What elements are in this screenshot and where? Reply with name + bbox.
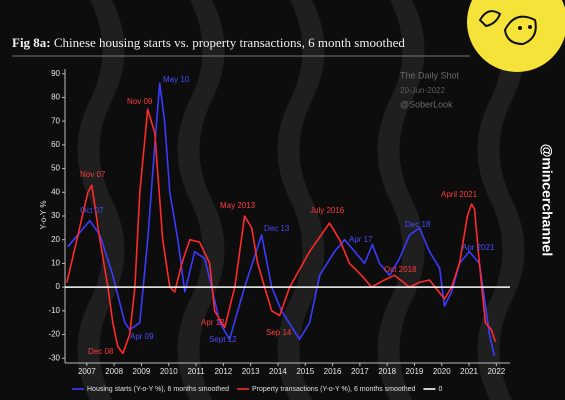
- x-tick-label: 2007: [78, 367, 96, 376]
- y-tick-label: 10: [51, 259, 60, 268]
- x-tick-label: 2008: [105, 367, 123, 376]
- chart-title: Fig 8a: Chinese housing starts vs. prope…: [12, 35, 405, 50]
- watermark: @SoberLook: [400, 99, 453, 109]
- x-tick-label: 2015: [296, 367, 314, 376]
- y-tick-label: -20: [48, 330, 60, 339]
- x-tick-label: 2014: [269, 367, 287, 376]
- y-tick-label: 0: [56, 282, 61, 291]
- wave-stripes: [77, 0, 525, 400]
- x-tick-label: 2009: [133, 367, 151, 376]
- annotation: Apr 17: [349, 235, 373, 244]
- x-tick-label: 2017: [351, 367, 369, 376]
- annotation: Sept 12: [209, 335, 237, 344]
- legend-label: Property transactions (Y-o-Y %), 6 month…: [252, 386, 416, 393]
- x-tick-label: 2019: [406, 367, 424, 376]
- y-tick-label: -30: [48, 353, 60, 362]
- x-tick-label: 2013: [242, 367, 260, 376]
- y-tick-label: 60: [51, 140, 60, 149]
- annotation: Oct 2018: [384, 265, 417, 274]
- annotation: July 2016: [310, 206, 345, 215]
- y-tick-label: 90: [51, 69, 60, 78]
- legend-label: Housing starts (Y-o-Y %), 6 months smoot…: [87, 386, 229, 393]
- x-tick-label: 2016: [324, 367, 342, 376]
- annotation: Dec 13: [264, 224, 290, 233]
- x-tick-label: 2022: [487, 367, 505, 376]
- y-tick-label: 30: [51, 211, 60, 220]
- annotation: Dec 18: [405, 220, 431, 229]
- annotation: May 2013: [220, 201, 256, 210]
- x-tick-label: 2021: [460, 367, 478, 376]
- title-prefix: Fig 8a:: [12, 35, 51, 50]
- watermark: The Daily Shot: [400, 70, 460, 80]
- y-tick-label: 40: [51, 187, 60, 196]
- annotation: Apr 2021: [462, 243, 495, 252]
- x-tick-label: 2011: [187, 367, 205, 376]
- y-tick-label: 70: [51, 116, 60, 125]
- series-line: [66, 108, 497, 355]
- annotation: Apr 09: [130, 332, 154, 341]
- x-tick-label: 2010: [160, 367, 178, 376]
- annotation: Nov 07: [80, 170, 106, 179]
- x-tick-label: 2012: [214, 367, 232, 376]
- channel-handle: @mincerchannel: [539, 144, 555, 256]
- annotation: Sep 14: [266, 328, 292, 337]
- annotation: Dec 08: [88, 347, 114, 356]
- annotation: Oct 07: [80, 206, 104, 215]
- watermark: 20-Jun-2022: [400, 86, 445, 95]
- y-tick-label: 80: [51, 93, 60, 102]
- logo: [467, 0, 565, 72]
- annotation: Nov 09: [127, 97, 153, 106]
- annotation: Apr 12: [201, 318, 225, 327]
- y-axis-label: Y-o-Y %: [39, 201, 48, 230]
- annotation: May 10: [163, 75, 190, 84]
- annotation: April 2021: [441, 190, 478, 199]
- title-text: Chinese housing starts vs. property tran…: [54, 35, 405, 50]
- y-tick-label: 50: [51, 164, 60, 173]
- legend-label: 0: [438, 386, 442, 393]
- x-tick-label: 2018: [378, 367, 396, 376]
- y-tick-label: 20: [51, 235, 60, 244]
- x-tick-label: 2020: [433, 367, 451, 376]
- y-tick-label: -10: [48, 306, 60, 315]
